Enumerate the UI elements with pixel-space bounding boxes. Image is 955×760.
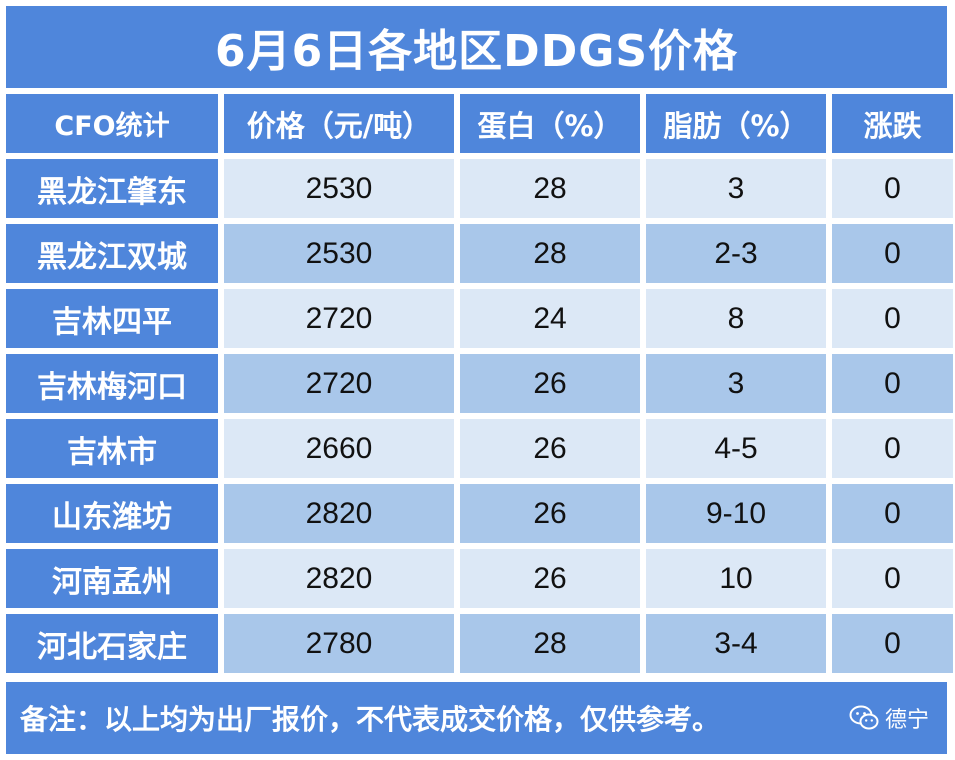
row-5-protein: 26 [460, 419, 640, 478]
row-1-fat: 3 [646, 159, 826, 218]
row-7-protein: 26 [460, 549, 640, 608]
row-6-change: 0 [832, 484, 953, 543]
price-table: CFO统计 价格（元/吨） 蛋白（%） 脂肪（%） 涨跌 黑龙江肇东 2530 … [6, 94, 953, 673]
row-6-fat: 9-10 [646, 484, 826, 543]
row-6-region: 山东潍坊 [6, 484, 218, 543]
price-table-card: 6月6日各地区DDGS价格 CFO统计 价格（元/吨） 蛋白（%） 脂肪（%） … [6, 6, 953, 754]
row-8-price: 2780 [224, 614, 454, 673]
row-4-change: 0 [832, 354, 953, 413]
row-5-region: 吉林市 [6, 419, 218, 478]
row-5-price: 2660 [224, 419, 454, 478]
footer-note: 备注：以上均为出厂报价，不代表成交价格，仅供参考。 德宁 [6, 682, 947, 754]
row-3-protein: 24 [460, 289, 640, 348]
row-2-protein: 28 [460, 224, 640, 283]
row-3-fat: 8 [646, 289, 826, 348]
row-1-price: 2530 [224, 159, 454, 218]
row-4-region: 吉林梅河口 [6, 354, 218, 413]
note-text: 备注：以上均为出厂报价，不代表成交价格，仅供参考。 [20, 703, 721, 736]
row-7-change: 0 [832, 549, 953, 608]
row-8-region: 河北石家庄 [6, 614, 218, 673]
row-7-price: 2820 [224, 549, 454, 608]
row-1-protein: 28 [460, 159, 640, 218]
row-4-fat: 3 [646, 354, 826, 413]
row-8-fat: 3-4 [646, 614, 826, 673]
row-1-change: 0 [832, 159, 953, 218]
row-2-fat: 2-3 [646, 224, 826, 283]
row-4-protein: 26 [460, 354, 640, 413]
row-2-change: 0 [832, 224, 953, 283]
row-2-region: 黑龙江双城 [6, 224, 218, 283]
row-8-protein: 28 [460, 614, 640, 673]
row-5-change: 0 [832, 419, 953, 478]
row-4-price: 2720 [224, 354, 454, 413]
header-price: 价格（元/吨） [224, 94, 454, 153]
header-change: 涨跌 [832, 94, 953, 153]
row-1-region: 黑龙江肇东 [6, 159, 218, 218]
header-source: CFO统计 [6, 94, 218, 153]
header-protein: 蛋白（%） [460, 94, 640, 153]
row-5-fat: 4-5 [646, 419, 826, 478]
brand-label: 德宁 [884, 708, 929, 733]
row-3-change: 0 [832, 289, 953, 348]
row-7-region: 河南孟州 [6, 549, 218, 608]
row-3-price: 2720 [224, 289, 454, 348]
wechat-icon [849, 705, 879, 730]
table-title: 6月6日各地区DDGS价格 [6, 6, 947, 88]
row-2-price: 2530 [224, 224, 454, 283]
row-7-fat: 10 [646, 549, 826, 608]
header-fat: 脂肪（%） [646, 94, 826, 153]
row-3-region: 吉林四平 [6, 289, 218, 348]
row-6-price: 2820 [224, 484, 454, 543]
brand-watermark: 德宁 [849, 682, 929, 754]
row-6-protein: 26 [460, 484, 640, 543]
row-8-change: 0 [832, 614, 953, 673]
